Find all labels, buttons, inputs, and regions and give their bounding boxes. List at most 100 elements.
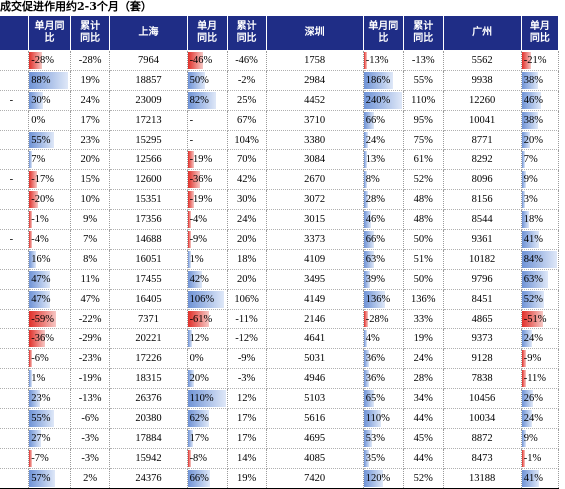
cell-sz: 2984 xyxy=(266,70,364,91)
data-bar xyxy=(363,410,382,427)
cell-gz2: -9% xyxy=(521,348,560,370)
cell-sz: 3373 xyxy=(266,229,364,250)
cell-gz: 8771 xyxy=(443,130,522,151)
cell-value: 44% xyxy=(413,412,433,424)
cell-value: 4946 xyxy=(304,373,326,385)
cell-value: 14% xyxy=(236,452,257,464)
cell-value: 14688 xyxy=(135,233,162,245)
cell-gz-c: 50% xyxy=(403,229,444,250)
cell-c0 xyxy=(0,269,30,290)
cell-value: 26376 xyxy=(135,393,162,405)
data-bar xyxy=(29,410,54,427)
cell-gz: 5562 xyxy=(443,50,522,71)
cell-value: 45% xyxy=(413,432,433,444)
table-row: -28% -28% 7964 -46% -46% 1758 -13% -13% 5562 -21% xyxy=(0,50,560,71)
column-header-line2: 同比 xyxy=(197,33,218,44)
cell-value: 12% xyxy=(189,333,209,345)
cell-value: 8% xyxy=(83,253,98,265)
cell-sh-m: 55% xyxy=(28,408,71,429)
cell-gz-c: 44% xyxy=(403,448,444,469)
cell-value: 12260 xyxy=(469,94,496,106)
cell-sz-c: 19% xyxy=(227,468,267,489)
cell-value: 0% xyxy=(31,114,46,126)
header-row: 单月同比累计 同比 上海 单月 同比 累计 同比 深圳 单月同比累计 同比 广州 单月 同比 xyxy=(0,15,560,51)
cell-value: 36% xyxy=(365,373,386,385)
cell-sz-m: 42% xyxy=(187,269,228,290)
cell-sz: 4946 xyxy=(266,368,364,390)
cell-sz: 4085 xyxy=(266,448,364,469)
cell-sz-m: 0% xyxy=(187,348,228,370)
cell-value: 8% xyxy=(365,174,380,186)
cell-value: 84% xyxy=(523,253,543,265)
cell-value: 9938 xyxy=(471,74,493,86)
data-bar xyxy=(29,211,33,229)
table-row: 88% 19% 18857 50% -2% 2984 186% 55% 9938 38% xyxy=(0,70,560,91)
cell-gz: 10041 xyxy=(443,110,522,131)
column-header-line1: 累计 xyxy=(413,21,434,32)
cell-value: 28% xyxy=(365,194,386,206)
data-bar xyxy=(363,250,374,268)
cell-sh-c: 2% xyxy=(70,468,111,489)
cell-sz-m: 110% xyxy=(187,388,228,410)
table-row: - -4% 7% 14688 -9% 20% 3373 66% 50% 9361 41% xyxy=(0,229,560,250)
cell-value: 50% xyxy=(413,233,433,245)
cell-sz-c: -2% xyxy=(227,70,267,91)
cell-value: 15295 xyxy=(135,134,162,146)
cell-value: -11% xyxy=(523,373,547,385)
cell-gz: 12260 xyxy=(443,90,522,111)
cell-gz-m: 65% xyxy=(363,388,404,410)
cell-value: 13188 xyxy=(469,472,496,484)
cell-value: 57% xyxy=(31,472,51,484)
data-bar xyxy=(29,310,56,328)
column-header: 广州 xyxy=(442,15,522,51)
cell-sz: 4109 xyxy=(266,249,364,270)
cell-value: 4% xyxy=(365,333,380,345)
cell-gz-m: 35% xyxy=(363,448,404,469)
cell-value: 15% xyxy=(80,174,100,186)
cell-sz-m: 50% xyxy=(187,70,228,91)
column-header-line1: 累计 xyxy=(80,21,101,32)
cell-sh-m: -6% xyxy=(28,348,71,370)
cell-gz-c: 136% xyxy=(403,289,444,310)
cell-gz-m: 240% xyxy=(363,90,404,111)
cell-value: 23% xyxy=(31,393,51,405)
column-header-line2: 同比 xyxy=(236,33,257,44)
cell-value: -28% xyxy=(31,54,55,66)
cell-sz: 2670 xyxy=(266,169,364,191)
cell-sz-c: 17% xyxy=(227,408,267,429)
data-bar xyxy=(363,350,370,368)
cell-value: 30% xyxy=(236,194,257,206)
cell-sz: 4695 xyxy=(266,428,364,449)
cell-value: 17356 xyxy=(135,214,162,226)
cell-c0 xyxy=(0,428,30,449)
cell-gz: 10182 xyxy=(443,249,522,270)
data-bar xyxy=(521,250,558,268)
cell-sz-m: -19% xyxy=(187,189,228,211)
cell-value: 7838 xyxy=(471,373,493,385)
cell-gz-m: 66% xyxy=(363,229,404,250)
cell-value: 20% xyxy=(236,233,257,245)
cell-value: 24% xyxy=(365,134,386,146)
cell-gz2: 38% xyxy=(521,70,560,91)
cell-value: 12566 xyxy=(135,154,162,166)
cell-value: 62% xyxy=(189,412,209,424)
cell-value: 75% xyxy=(413,134,433,146)
cell-value: 5562 xyxy=(471,54,493,66)
cell-sz: 4641 xyxy=(266,328,364,350)
cell-sh-m: 88% xyxy=(28,70,71,91)
cell-value: -36% xyxy=(31,333,55,345)
cell-sz-c: 106% xyxy=(227,289,267,310)
column-header: 单月同比 xyxy=(28,15,71,51)
cell-value: 20% xyxy=(80,154,100,166)
cell-value: 63% xyxy=(365,253,386,265)
cell-c0 xyxy=(0,110,30,131)
table-row: - -17% 15% 12600 -36% 42% 2670 8% 52% 8096 9% xyxy=(0,169,560,191)
cell-gz-m: 28% xyxy=(363,189,404,211)
cell-value: 8473 xyxy=(471,452,493,464)
cell-sh-c: -6% xyxy=(70,408,111,429)
cell-gz2: -21% xyxy=(521,50,560,71)
cell-gz-m: 36% xyxy=(363,368,404,390)
cell-value: 17455 xyxy=(135,273,162,285)
cell-value: 52% xyxy=(413,174,433,186)
cell-value: -9% xyxy=(189,233,208,245)
